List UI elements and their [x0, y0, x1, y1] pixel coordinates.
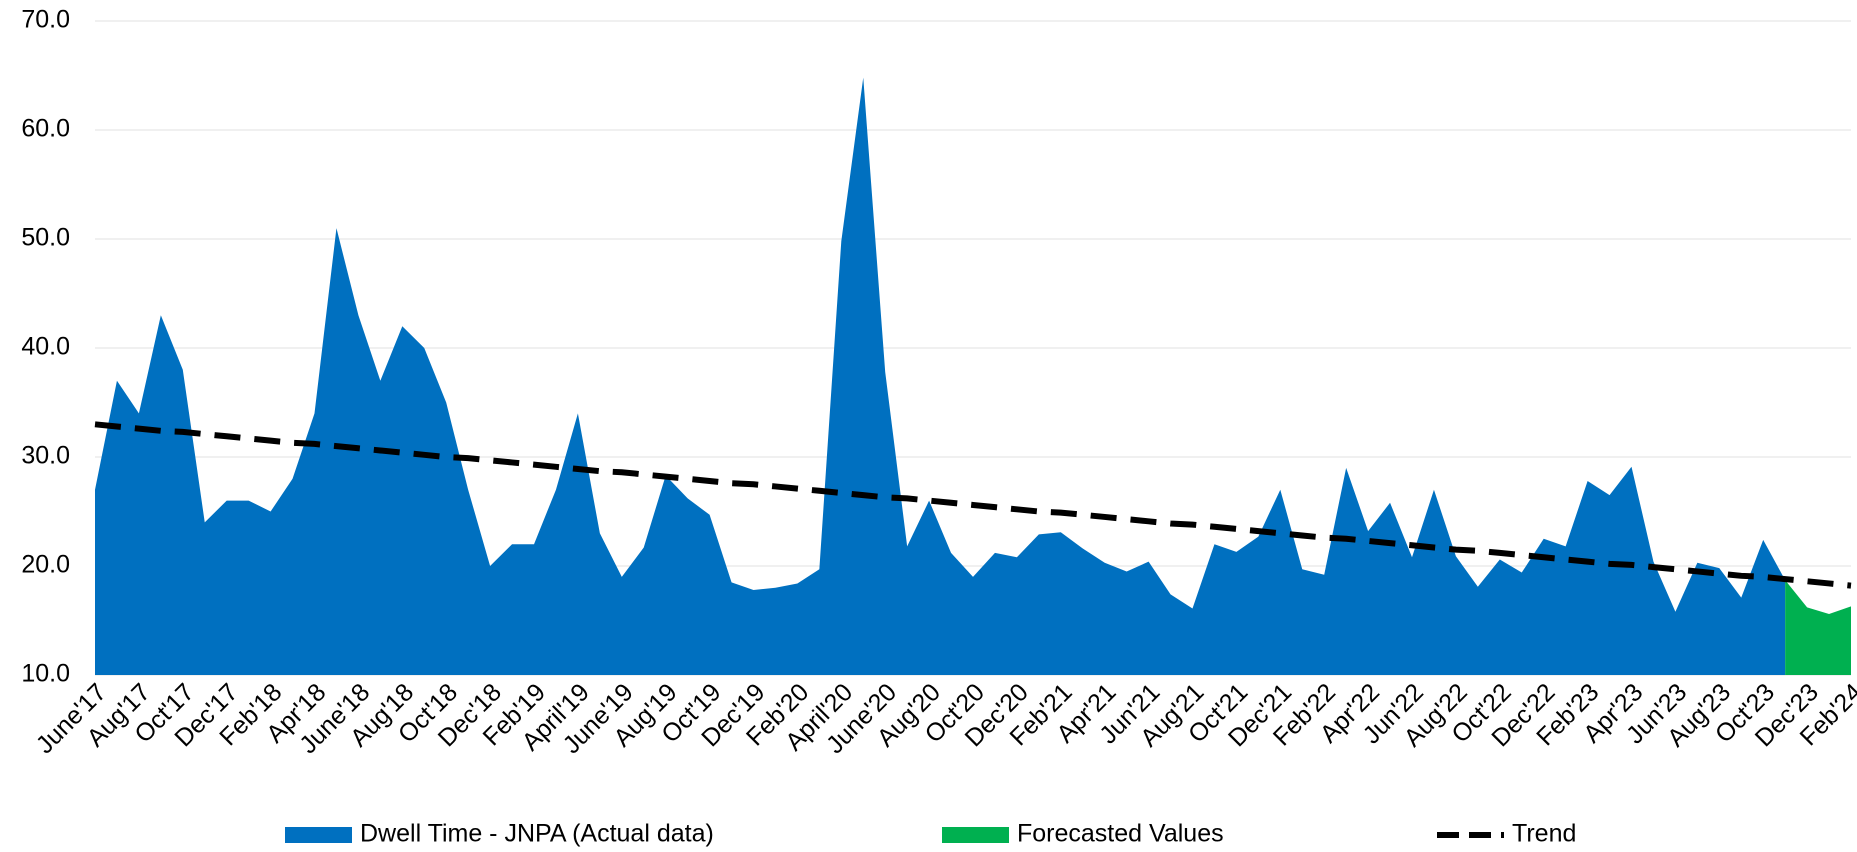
y-tick-label: 60.0 [21, 115, 70, 143]
y-tick-label: 10.0 [21, 660, 70, 688]
y-tick-label: 50.0 [21, 224, 70, 252]
y-tick-label: 70.0 [21, 6, 70, 34]
legend-label: Forecasted Values [1017, 820, 1224, 848]
y-tick-label: 40.0 [21, 333, 70, 361]
legend-label: Trend [1512, 820, 1576, 848]
y-tick-label: 30.0 [21, 442, 70, 470]
area [1785, 580, 1851, 675]
trend-line [94, 421, 1852, 589]
y-tick-label: 20.0 [21, 551, 70, 579]
area [95, 77, 1786, 676]
legend-swatch [285, 827, 352, 843]
legend-label: Dwell Time - JNPA (Actual data) [360, 820, 714, 848]
legend-swatch [942, 827, 1009, 843]
